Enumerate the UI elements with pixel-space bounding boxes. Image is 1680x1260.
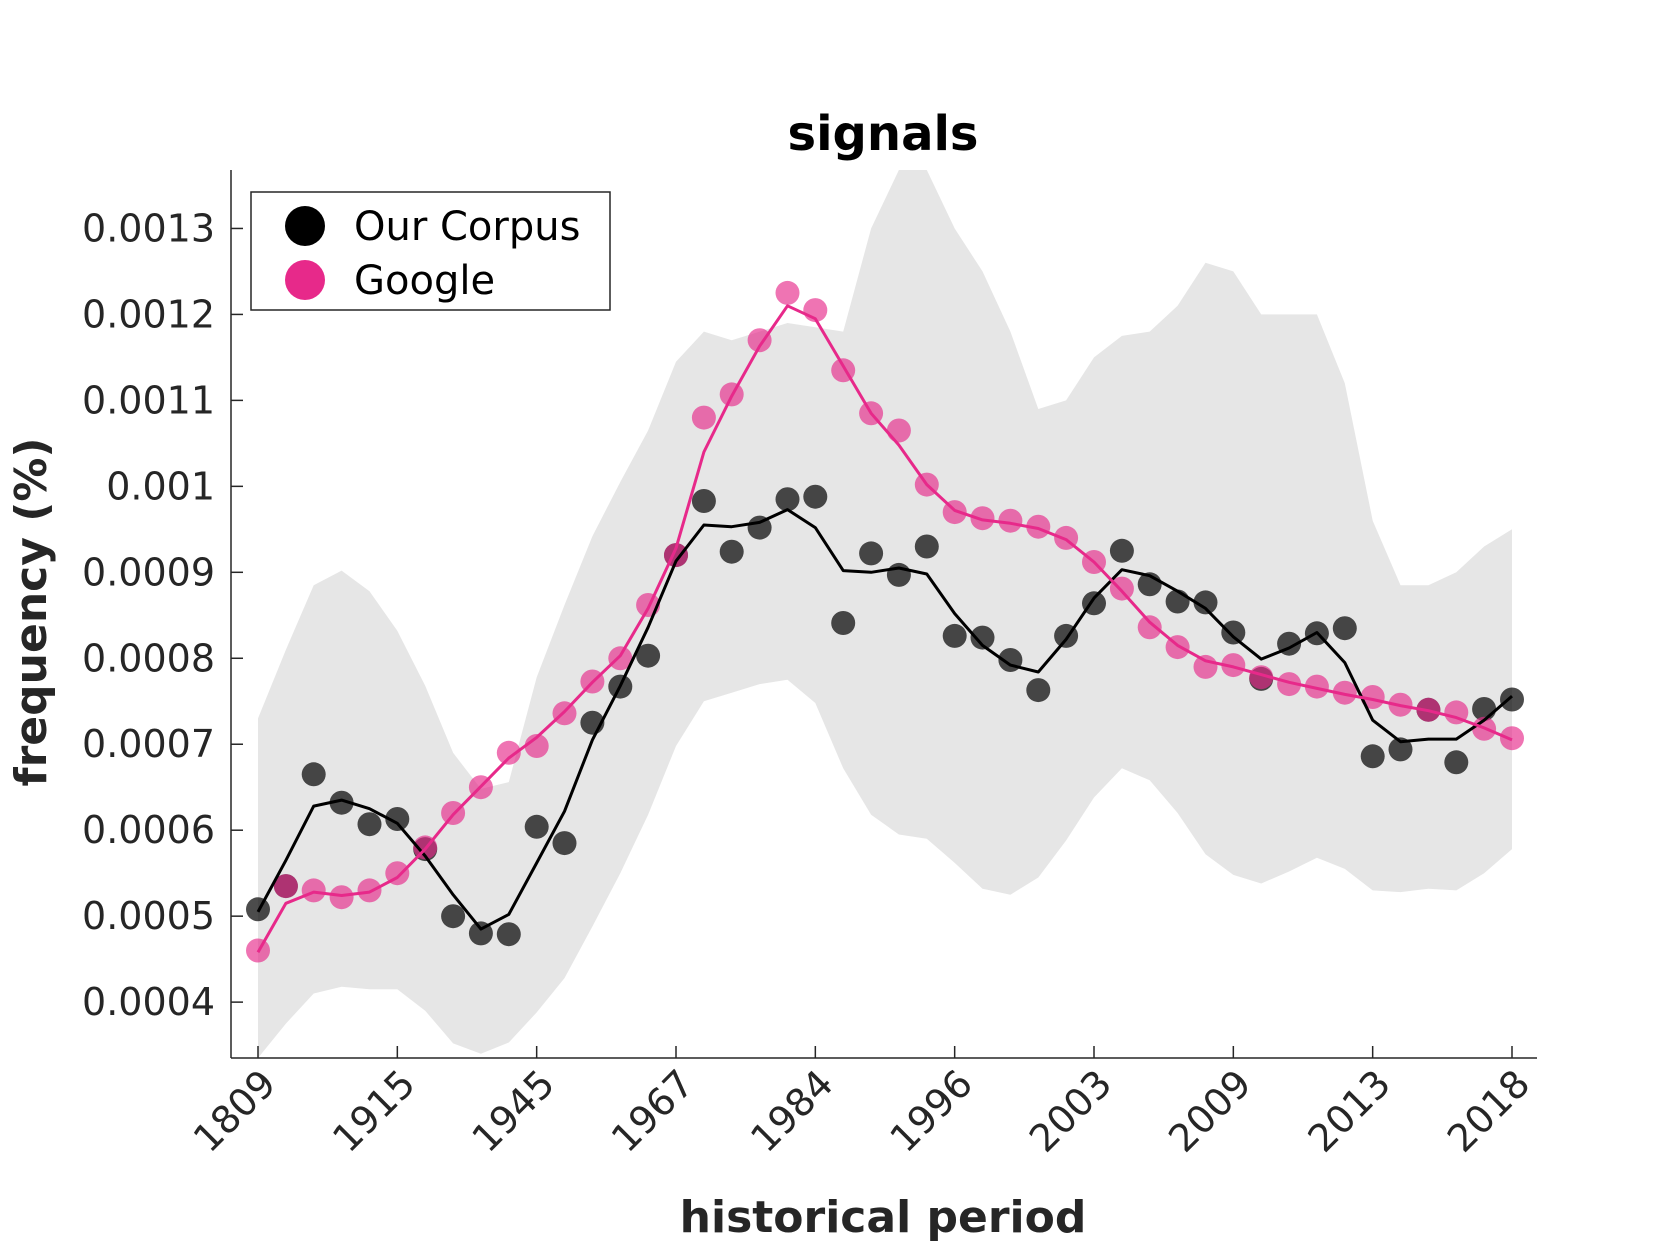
data-point <box>914 534 939 559</box>
data-point <box>942 623 967 648</box>
data-point <box>1360 685 1385 709</box>
series-google-line <box>256 304 1513 954</box>
chart-title: signals <box>788 106 979 162</box>
data-point <box>1221 653 1246 678</box>
data-point <box>441 904 466 929</box>
x-tick-label: 1809 <box>185 1061 285 1161</box>
data-point <box>496 922 521 947</box>
data-point <box>1193 654 1218 679</box>
data-point <box>803 484 828 509</box>
data-point <box>1026 514 1051 539</box>
data-point <box>608 646 633 671</box>
data-point <box>691 489 716 513</box>
data-point <box>301 878 326 903</box>
plot-area <box>246 280 1524 963</box>
data-point <box>301 762 326 787</box>
data-point <box>1360 744 1385 769</box>
data-point <box>1388 737 1413 762</box>
y-tick-label: 0.0013 <box>82 206 215 250</box>
x-tick-label: 1915 <box>324 1061 424 1161</box>
data-point <box>691 405 716 430</box>
data-point <box>998 508 1023 533</box>
data-point <box>1249 665 1274 690</box>
y-tick-label: 0.0011 <box>82 378 215 422</box>
data-point <box>970 506 995 531</box>
data-point <box>886 562 911 587</box>
y-axis-title: frequency (%) <box>6 437 57 786</box>
y-tick-label: 0.0012 <box>82 292 215 336</box>
data-point <box>1332 616 1357 641</box>
data-point <box>886 418 911 443</box>
data-point <box>357 878 382 903</box>
data-point <box>970 625 995 650</box>
data-point <box>831 611 856 635</box>
y-tick-label: 0.0008 <box>82 636 215 680</box>
y-tick-label: 0.0006 <box>82 808 215 852</box>
legend-marker-our-corpus <box>285 206 325 246</box>
data-point <box>273 874 298 899</box>
y-tick-label: 0.001 <box>106 464 215 508</box>
data-point <box>1444 750 1469 775</box>
data-point <box>747 328 772 353</box>
data-point <box>1193 590 1218 615</box>
data-point <box>1500 726 1524 751</box>
data-point <box>1165 589 1190 614</box>
series-our-corpus-line <box>256 508 1513 931</box>
data-point <box>1332 680 1357 705</box>
x-tick-label: 2009 <box>1160 1061 1260 1161</box>
data-point <box>636 643 661 668</box>
data-point <box>1221 620 1246 645</box>
y-tick-label: 0.0007 <box>82 722 215 766</box>
legend-marker-google <box>285 260 325 300</box>
x-tick-label: 2013 <box>1300 1061 1400 1161</box>
data-point <box>1109 538 1134 563</box>
x-tick-label: 1945 <box>464 1061 564 1161</box>
x-axis-title: historical period <box>680 1192 1087 1243</box>
data-point <box>524 814 549 839</box>
y-tick-label: 0.0009 <box>82 550 215 594</box>
x-tick-label: 2003 <box>1021 1061 1121 1161</box>
data-point <box>775 280 800 305</box>
y-tick-label: 0.0004 <box>82 980 215 1024</box>
data-point <box>859 541 884 566</box>
legend-label-our-corpus: Our Corpus <box>354 204 580 250</box>
x-tick-label: 2018 <box>1439 1061 1539 1161</box>
x-tick-label: 1967 <box>603 1061 703 1161</box>
data-point <box>719 539 744 564</box>
legend: Our Corpus Google <box>250 191 611 311</box>
data-point <box>496 740 521 765</box>
data-point <box>1109 576 1134 601</box>
data-point <box>357 812 382 837</box>
y-tick-label: 0.0005 <box>82 894 215 938</box>
data-point <box>1277 672 1302 697</box>
legend-label-google: Google <box>354 258 495 304</box>
data-point <box>1137 615 1162 640</box>
data-point <box>552 831 577 856</box>
data-point <box>775 487 800 512</box>
data-point <box>1026 678 1051 703</box>
data-point <box>1500 687 1524 712</box>
x-tick-label: 1996 <box>882 1061 982 1161</box>
data-point <box>329 885 354 910</box>
x-tick-label: 1984 <box>742 1061 842 1161</box>
data-point <box>385 807 410 831</box>
data-point <box>329 790 354 815</box>
data-point <box>747 515 772 540</box>
data-point <box>1304 674 1329 699</box>
